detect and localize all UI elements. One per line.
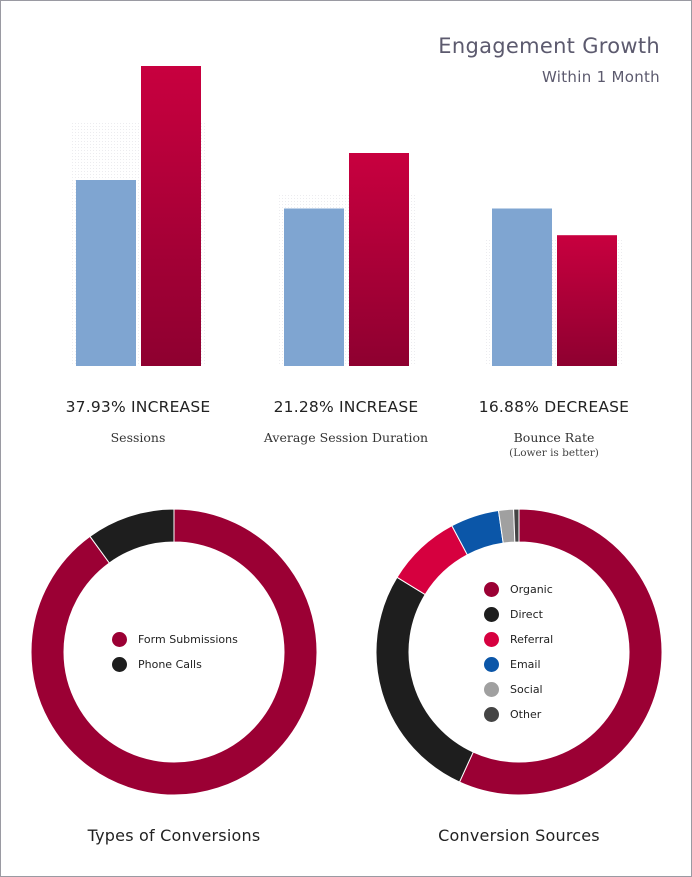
change-label-duration: 21.28% INCREASE bbox=[273, 398, 419, 416]
conversion-sources-legend-label-other: Other bbox=[510, 708, 542, 721]
conversion-sources-legend-label-social: Social bbox=[510, 683, 543, 696]
bar-after-duration bbox=[349, 153, 409, 366]
conversion-sources-legend-label-direct: Direct bbox=[510, 608, 543, 621]
conversion-types-legend: Form Submissions Phone Calls bbox=[112, 627, 238, 677]
conversion-sources-legend-label-organic: Organic bbox=[510, 583, 553, 596]
conversion-types-legend-item-phone-calls: Phone Calls bbox=[112, 652, 238, 677]
conversion-types-slice-form-submissions bbox=[30, 508, 318, 796]
conversion-types-legend-label-phone-calls: Phone Calls bbox=[138, 658, 202, 671]
conversion-types-legend-item-form-submissions: Form Submissions bbox=[112, 627, 238, 652]
conversion-types-legend-swatch-phone-calls bbox=[112, 657, 127, 672]
conversion-types-title: Types of Conversions bbox=[87, 826, 261, 845]
conversion-sources-legend-swatch-organic bbox=[484, 582, 499, 597]
bar-caption-duration: 21.28% INCREASE Average Session Duration bbox=[246, 398, 446, 445]
conversion-sources-legend-swatch-referral bbox=[484, 632, 499, 647]
metric-label-duration: Average Session Duration bbox=[263, 430, 429, 445]
conversion-sources-legend-label-email: Email bbox=[510, 658, 541, 671]
page-subtitle: Within 1 Month bbox=[541, 68, 660, 86]
change-label-bounce: 16.88% DECREASE bbox=[478, 398, 630, 416]
conversion-types-legend-swatch-form-submissions bbox=[112, 632, 127, 647]
bar-before-bounce bbox=[492, 208, 552, 366]
conversion-sources-legend-label-referral: Referral bbox=[510, 633, 554, 646]
metric-label-sessions: Sessions bbox=[110, 430, 166, 445]
conversion-sources-legend-swatch-other bbox=[484, 707, 499, 722]
bar-caption-sessions: 37.93% INCREASE Sessions bbox=[38, 398, 238, 445]
change-label-sessions: 37.93% INCREASE bbox=[65, 398, 211, 416]
conversion-sources-slice-other bbox=[513, 508, 520, 543]
conversion-types-legend-label-form-submissions: Form Submissions bbox=[138, 633, 238, 646]
conversion-sources-legend-swatch-email bbox=[484, 657, 499, 672]
conversion-sources-legend-item-other: Other bbox=[484, 702, 553, 727]
conversion-sources-legend-swatch-direct bbox=[484, 607, 499, 622]
conversion-sources-slice-direct bbox=[375, 576, 474, 783]
page-title: Engagement Growth bbox=[438, 34, 660, 58]
bar-after-sessions bbox=[141, 66, 201, 366]
conversion-sources-legend-item-referral: Referral bbox=[484, 627, 553, 652]
conversion-sources-legend-item-email: Email bbox=[484, 652, 553, 677]
bar-after-bounce bbox=[557, 235, 617, 366]
conversion-sources-legend-swatch-social bbox=[484, 682, 499, 697]
conversion-types-slice-phone-calls bbox=[89, 508, 175, 564]
conversion-sources-slice-organic bbox=[458, 508, 663, 796]
conversion-sources-legend-item-organic: Organic bbox=[484, 577, 553, 602]
bar-before-duration bbox=[284, 208, 344, 366]
metric-note-bounce: (Lower is better) bbox=[509, 447, 599, 459]
conversion-sources-legend-item-direct: Direct bbox=[484, 602, 553, 627]
bar-caption-bounce: 16.88% DECREASE Bounce Rate (Lower is be… bbox=[454, 398, 654, 459]
conversion-sources-legend: Organic Direct Referral Email Social Other bbox=[484, 577, 553, 727]
bar-before-sessions bbox=[76, 180, 136, 366]
conversion-sources-legend-item-social: Social bbox=[484, 677, 553, 702]
conversion-sources-title: Conversion Sources bbox=[438, 826, 600, 845]
metric-label-bounce: Bounce Rate bbox=[513, 430, 595, 445]
